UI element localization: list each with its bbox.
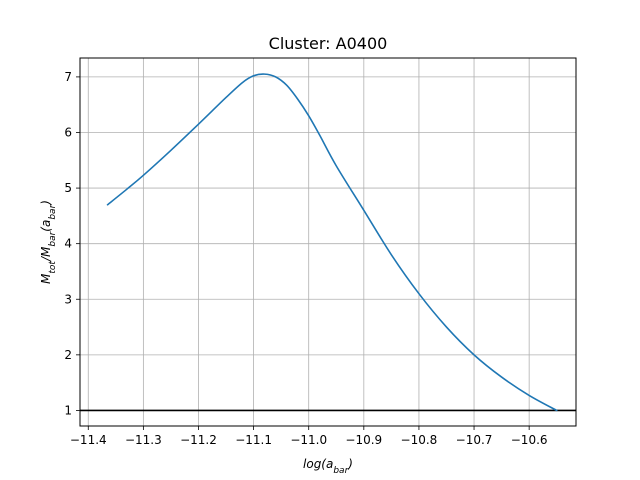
y-tick-label: 7 <box>64 70 72 84</box>
series-layer <box>106 73 558 412</box>
x-tick-label: −11.0 <box>290 433 327 447</box>
y-label-close: ) <box>39 200 53 206</box>
x-axis-label: log(abar) <box>303 457 353 476</box>
x-tick-label: −11.2 <box>180 433 217 447</box>
y-tick-label: 5 <box>64 181 72 195</box>
y-tick-label: 4 <box>64 237 72 251</box>
x-tick-label: −10.8 <box>401 433 438 447</box>
x-tick-label: −10.9 <box>345 433 382 447</box>
series-line <box>106 73 558 412</box>
plot-frame <box>79 57 577 427</box>
y-label-open: (a <box>39 220 53 232</box>
x-tick-label: −11.4 <box>70 433 107 447</box>
x-axis-label-close: ) <box>347 457 353 471</box>
tick-layer: −11.4 −11.3 −11.2 −11.1 −11.0 −10.9 −10.8 −10.7… <box>64 70 547 447</box>
y-axis-label: Mtot/Mbar(abar) <box>39 200 58 284</box>
y-tick-label: 1 <box>64 403 72 417</box>
y-label-s1: tot <box>48 261 58 274</box>
y-label-slash: /M <box>39 246 53 262</box>
y-tick-label: 6 <box>64 125 72 139</box>
x-axis-label-main: log(a <box>303 457 333 471</box>
y-label-m1: M <box>39 273 53 284</box>
chart-title: Cluster: A0400 <box>269 34 388 53</box>
x-tick-label: −10.6 <box>511 433 548 447</box>
y-label-s2: bar <box>48 230 58 246</box>
x-tick-label: −11.3 <box>125 433 162 447</box>
x-axis-label-sub: bar <box>333 466 349 476</box>
x-tick-label: −11.1 <box>235 433 272 447</box>
y-label-s3: bar <box>48 203 58 219</box>
y-tick-label: 3 <box>64 292 72 306</box>
y-tick-label: 2 <box>64 348 72 362</box>
x-tick-label: −10.7 <box>456 433 493 447</box>
grid-layer <box>80 58 576 426</box>
